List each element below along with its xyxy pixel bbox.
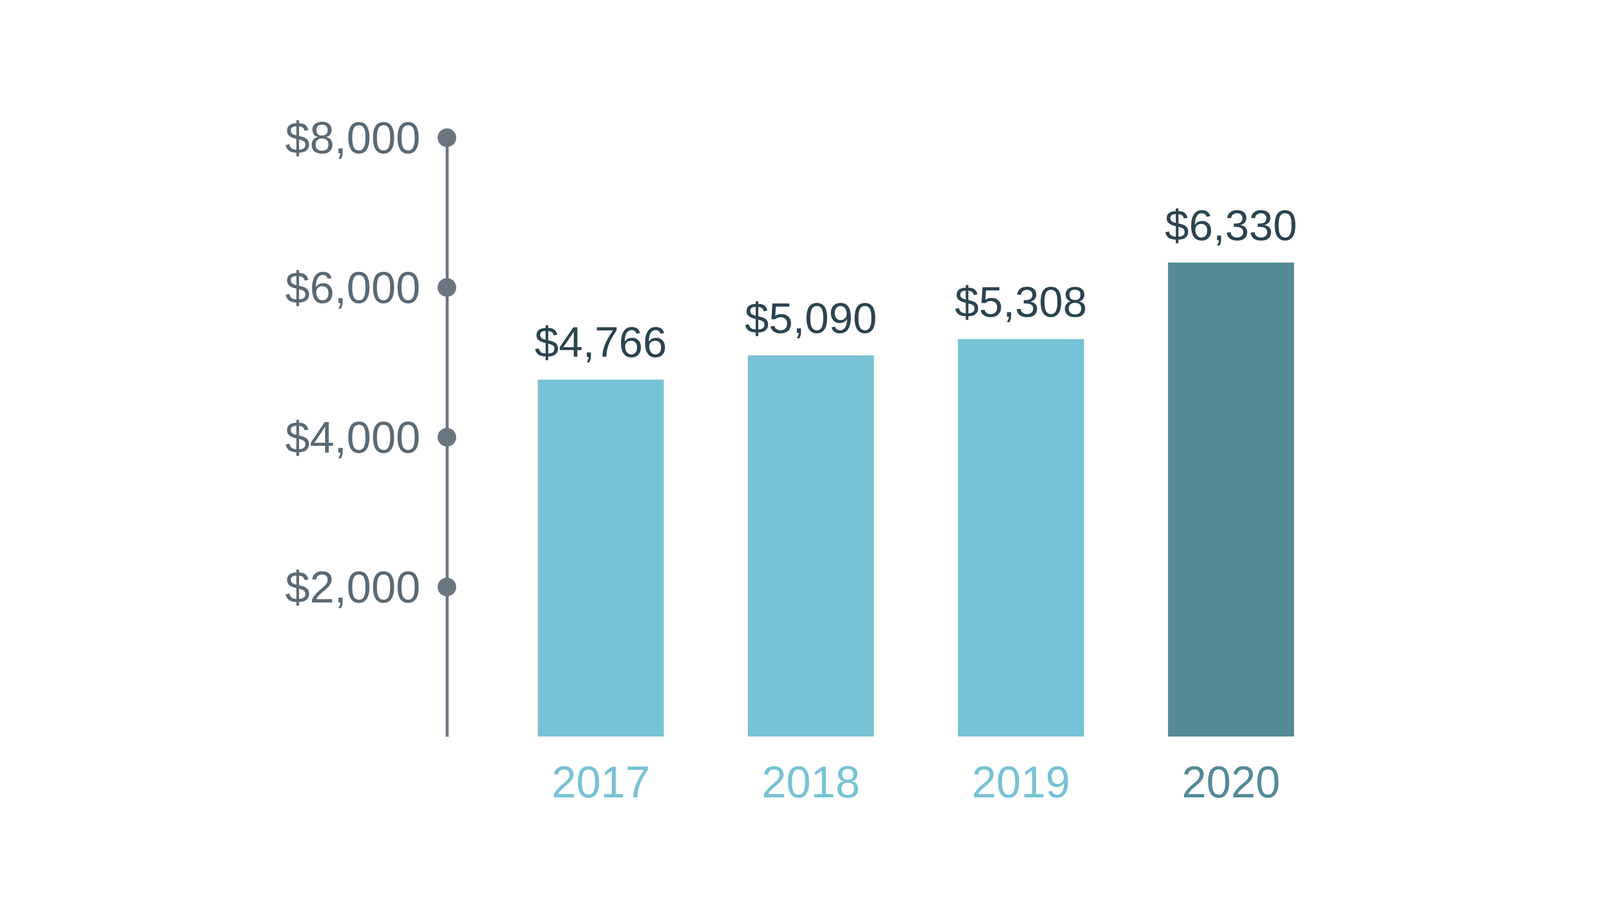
y-tick: $8,000 [285, 113, 457, 163]
x-tick: 2017 [551, 736, 650, 807]
x-tick: 2020 [1182, 736, 1281, 807]
x-tick-label: 2018 [761, 757, 860, 807]
y-axis: $2,000 $4,000 $6,000 $8,000 [285, 113, 457, 738]
x-tick-label: 2019 [971, 757, 1071, 807]
bar [747, 355, 875, 737]
y-tick-dot [437, 578, 457, 597]
y-tick: $2,000 [285, 562, 457, 612]
bar [537, 379, 664, 737]
data-label: $4,766 [534, 317, 667, 367]
y-tick-dot [437, 278, 457, 298]
data-label: $5,090 [744, 293, 878, 343]
x-tick-label: 2017 [551, 757, 650, 807]
y-tick-label: $8,000 [285, 113, 421, 163]
x-tick: 2018 [761, 736, 860, 807]
y-tick-label: $6,000 [285, 263, 421, 313]
x-axis: 2017 2018 2019 2020 [551, 736, 1281, 807]
y-tick: $6,000 [285, 263, 457, 313]
data-label: $6,330 [1164, 200, 1297, 250]
bar [958, 339, 1085, 737]
chart: $2,000 $4,000 $6,000 $8,000 2017 2018 2019 2020… [0, 0, 1600, 900]
data-labels: $4,766 $5,090 $5,308 $6,330 [534, 200, 1297, 367]
y-tick-dot [437, 128, 457, 148]
y-tick-dot [437, 428, 457, 447]
x-tick: 2019 [971, 736, 1071, 807]
y-tick-label: $2,000 [285, 562, 421, 612]
data-label: $5,308 [954, 277, 1087, 327]
background [0, 0, 1600, 900]
x-tick-label: 2020 [1182, 757, 1281, 807]
bar [1167, 262, 1295, 737]
y-tick: $4,000 [285, 413, 457, 463]
y-tick-label: $4,000 [285, 413, 421, 463]
